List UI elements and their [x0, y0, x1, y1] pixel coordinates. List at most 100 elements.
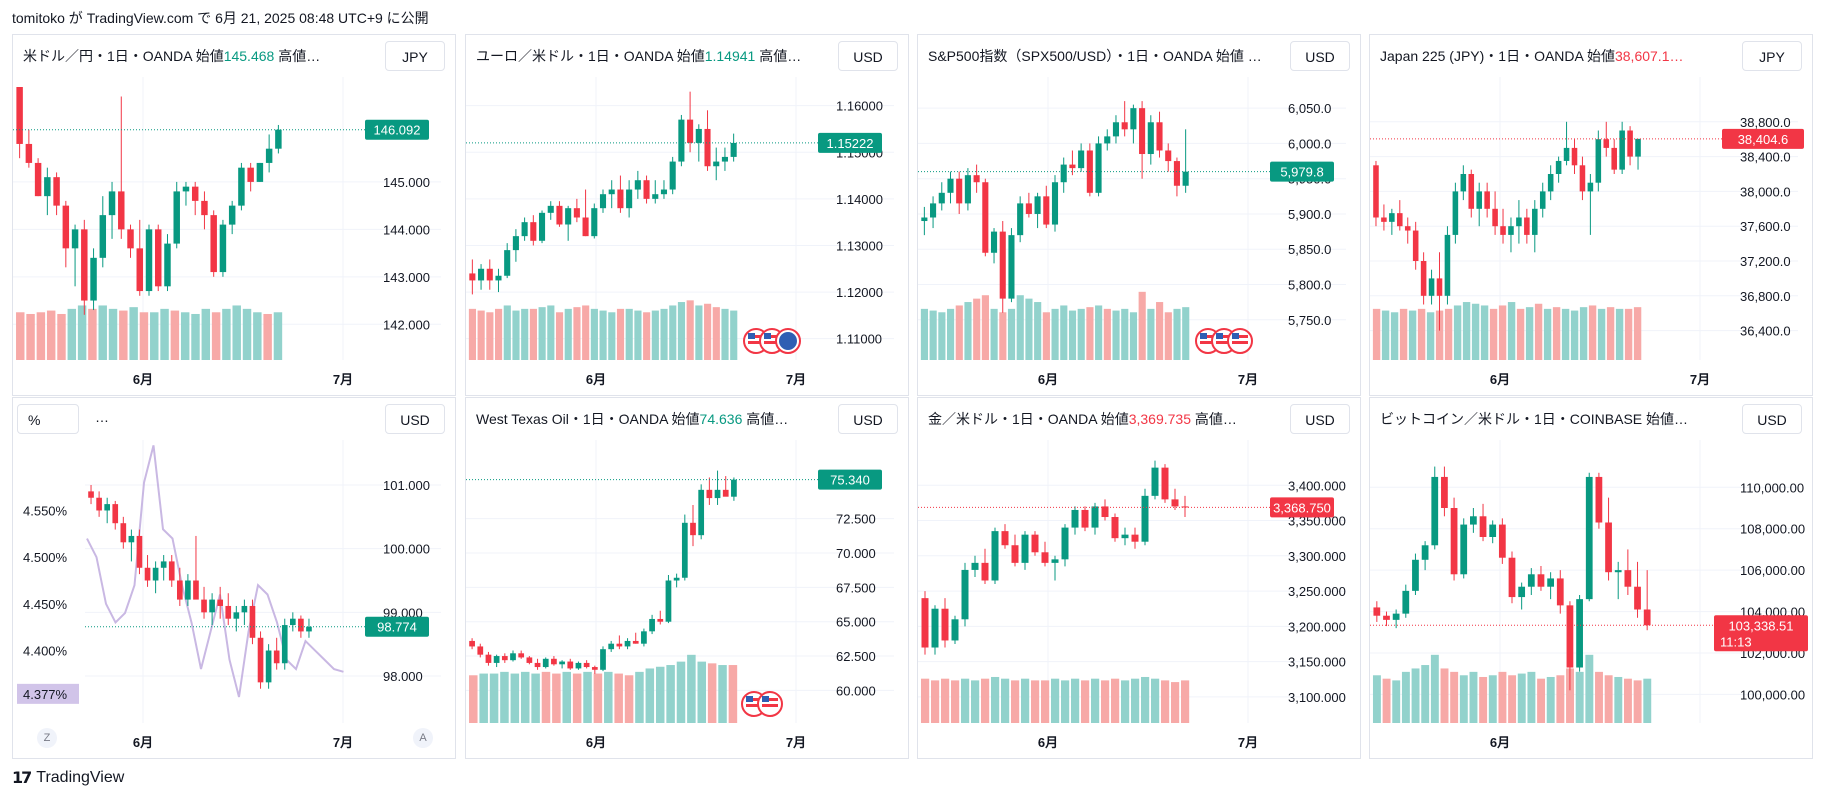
chart-panel-4[interactable]: 4.350%4.400%4.450%4.500%4.550%4.377%98.0… — [12, 397, 456, 759]
open-value: 1.14941 — [704, 48, 756, 64]
volume-bar — [1141, 676, 1150, 723]
volume-bar — [503, 305, 511, 360]
volume-bar — [495, 308, 503, 360]
candle-body — [1571, 147, 1578, 166]
candle-body — [90, 257, 97, 301]
us-flag-icon[interactable] — [757, 691, 783, 717]
y-axis-tick: 144.000 — [383, 222, 430, 237]
y-axis-tick: 1.16000 — [836, 99, 883, 114]
auto-scale-button[interactable]: A — [413, 728, 433, 748]
chart-title[interactable]: … — [95, 409, 375, 425]
y-axis-tick: 38,000.0 — [1740, 184, 1791, 199]
chart-svg-0[interactable]: 142.000 143.000 144.000 145.000 146.092 6月 7月 — [13, 35, 456, 396]
candle-body — [1397, 213, 1403, 227]
candle-body — [1537, 574, 1545, 587]
candle-body — [1527, 574, 1535, 587]
x-axis-tick: 6月 — [1038, 372, 1058, 387]
chart-title[interactable]: ビットコイン／米ドル・1日・COINBASE 始値… — [1380, 409, 1740, 429]
chart-svg-2[interactable]: 5,750.05,800.05,850.05,900.05,950.06,000… — [918, 35, 1361, 396]
volume-bar — [1051, 308, 1059, 360]
currency-button[interactable]: USD — [385, 404, 445, 434]
chart-title[interactable]: S&P500指数（SPX500/USD）・1日・OANDA 始値 … — [928, 46, 1288, 66]
volume-bar — [1537, 678, 1546, 723]
candle-body — [1585, 476, 1593, 600]
chart-panel-1[interactable]: 1.110001.120001.130001.140001.150001.160… — [465, 34, 909, 396]
us-flag-icon[interactable] — [1227, 328, 1253, 354]
zoom-button[interactable]: Z — [37, 728, 57, 748]
volume-bar — [1103, 308, 1111, 360]
volume-bar — [941, 678, 950, 723]
chart-panel-2[interactable]: 5,750.05,800.05,850.05,900.05,950.06,000… — [917, 34, 1361, 396]
volume-bar — [583, 671, 592, 723]
x-axis-tick: 7月 — [1690, 372, 1710, 387]
currency-button[interactable]: USD — [1290, 404, 1350, 434]
chart-title[interactable]: West Texas Oil・1日・OANDA 始値74.636 高値… — [476, 409, 836, 429]
candle-body — [298, 618, 304, 632]
candle-body — [530, 222, 537, 241]
y-axis-tick: 3,200.000 — [1288, 619, 1346, 634]
currency-button[interactable]: USD — [838, 41, 898, 71]
chart-panel-3[interactable]: 36,400.0 36,800.0 37,200.0 37,600.0 38,000.0… — [1369, 34, 1813, 396]
currency-button[interactable]: JPY — [385, 41, 445, 71]
candle-body — [600, 649, 606, 670]
volume-bar — [222, 308, 231, 360]
chart-panel-0[interactable]: 142.000 143.000 144.000 145.000 146.092 6月 7月 米… — [12, 34, 456, 396]
percent-scale-button[interactable]: % — [17, 404, 79, 434]
x-axis-tick: 7月 — [786, 372, 806, 387]
chart-title[interactable]: ユーロ／米ドル・1日・OANDA 始値1.14941 高値… — [476, 46, 836, 66]
y-axis-tick: 6,050.0 — [1288, 101, 1331, 116]
candle-body — [632, 640, 639, 644]
chart-svg-1[interactable]: 1.110001.120001.130001.140001.150001.160… — [466, 35, 909, 396]
candle-body — [616, 643, 623, 647]
volume-bar — [920, 308, 929, 360]
currency-button[interactable]: USD — [1742, 404, 1802, 434]
chart-title[interactable]: 米ドル／円・1日・OANDA 始値145.468 高値… — [23, 46, 383, 66]
volume-bar — [1440, 668, 1449, 723]
candle-body — [721, 156, 728, 162]
chart-svg-4[interactable]: 4.350%4.400%4.450%4.500%4.550%4.377%98.0… — [13, 398, 456, 759]
volume-bar — [616, 308, 625, 360]
volume-bar — [77, 305, 87, 360]
chart-panel-5[interactable]: 60.000 62.500 65.000 67.500 70.000 72.500 75.3… — [465, 397, 909, 759]
y-axis-tick: 37,600.0 — [1740, 219, 1791, 234]
candle-body — [665, 580, 672, 622]
candle-body — [930, 203, 937, 218]
volume-bar — [712, 307, 720, 360]
volume-bar — [608, 312, 616, 360]
chart-svg-3[interactable]: 36,400.0 36,800.0 37,200.0 37,600.0 38,000.0… — [1370, 35, 1813, 396]
y-axis-tick: 5,900.0 — [1288, 207, 1331, 222]
candle-body — [1498, 524, 1506, 558]
tradingview-logo[interactable]: 𝟭𝟳 TradingView — [12, 768, 124, 788]
y-axis-tick: 72.500 — [836, 512, 876, 527]
candle-body — [1031, 534, 1039, 553]
candle-body — [1091, 506, 1099, 528]
chart-panel-7[interactable]: 100,000.00 102,000.00 104,000.00 106,000.00… — [1369, 397, 1813, 759]
chart-title[interactable]: Japan 225 (JPY)・1日・OANDA 始値38,607.1… — [1380, 46, 1740, 66]
volume-bar — [1516, 308, 1525, 360]
candle-body — [1556, 578, 1564, 606]
chart-title-symbol: 米ドル／円・1日・OANDA — [23, 48, 192, 64]
candle-body — [1508, 557, 1516, 598]
volume-bar — [938, 312, 946, 360]
candle-body — [1428, 278, 1435, 296]
volume-bar — [46, 310, 56, 360]
open-label: 始値 — [667, 411, 700, 427]
candle-body — [281, 625, 288, 664]
candle-body — [1069, 164, 1076, 169]
eu-flag-icon[interactable] — [775, 328, 801, 354]
chart-title[interactable]: 金／米ドル・1日・OANDA 始値3,369.735 高値… — [928, 409, 1288, 429]
volume-bar — [676, 661, 686, 723]
candle-body — [713, 161, 720, 167]
volume-bar — [1579, 307, 1588, 360]
currency-button[interactable]: USD — [838, 404, 898, 434]
currency-button[interactable]: JPY — [1742, 41, 1802, 71]
chart-svg-5[interactable]: 60.000 62.500 65.000 67.500 70.000 72.500 75.3… — [466, 398, 909, 759]
volume-bar — [1488, 675, 1497, 723]
last-price-text: 103,338.51 — [1728, 618, 1793, 633]
currency-button[interactable]: USD — [1290, 41, 1350, 71]
chart-svg-6[interactable]: 3,100.000 3,150.000 3,200.000 3,250.000 3,30… — [918, 398, 1361, 759]
tradingview-logo-text: TradingView — [36, 769, 125, 786]
candle-body — [973, 175, 980, 183]
chart-panel-6[interactable]: 3,100.000 3,150.000 3,200.000 3,250.000 3,30… — [917, 397, 1361, 759]
chart-svg-7[interactable]: 100,000.00102,000.00104,000.00106,000.00… — [1370, 398, 1813, 759]
